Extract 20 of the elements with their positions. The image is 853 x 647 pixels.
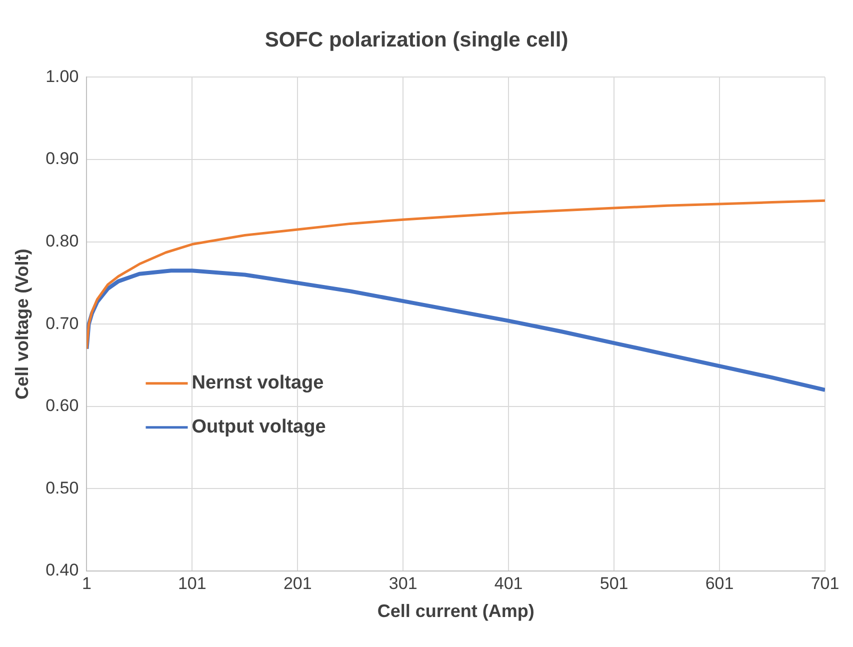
legend-label: Nernst voltage: [192, 372, 324, 394]
x-tick-label: 1: [82, 574, 92, 593]
x-tick-label: 201: [283, 574, 312, 593]
chart-title: SOFC polarization (single cell): [264, 28, 568, 52]
x-tick-label: 301: [388, 574, 418, 593]
y-tick-label: 0.60: [46, 396, 79, 416]
x-tick-label: 601: [705, 574, 734, 593]
y-axis-title: Cell voltage (Volt): [12, 248, 32, 400]
x-tick-label: 101: [178, 574, 206, 593]
x-tick-label: 701: [810, 574, 840, 593]
y-tick-label: 0.90: [46, 149, 79, 168]
x-axis-title: Cell current (Amp): [377, 601, 534, 622]
y-tick-label: 0.50: [46, 478, 79, 498]
x-tick-label: 401: [494, 574, 523, 593]
x-tick-label: 501: [600, 574, 628, 593]
y-tick-label: 0.80: [46, 231, 79, 250]
y-tick-label: 0.40: [46, 560, 79, 580]
legend-label: Output voltage: [192, 416, 326, 438]
y-tick-label: 0.70: [46, 314, 79, 333]
y-tick-label: 1.00: [46, 66, 79, 86]
